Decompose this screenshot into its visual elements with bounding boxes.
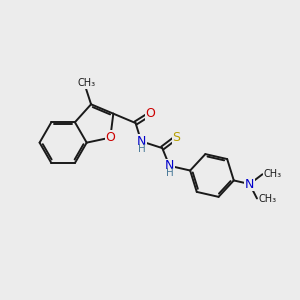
- Text: CH₃: CH₃: [258, 194, 276, 204]
- Text: H: H: [138, 144, 146, 154]
- Text: CH₃: CH₃: [77, 78, 95, 88]
- Text: N: N: [165, 159, 174, 172]
- Text: N: N: [136, 135, 146, 148]
- Text: O: O: [105, 131, 115, 144]
- Text: O: O: [146, 107, 155, 120]
- Text: H: H: [166, 169, 174, 178]
- Text: S: S: [172, 131, 180, 144]
- Text: N: N: [245, 178, 254, 190]
- Text: CH₃: CH₃: [264, 169, 282, 179]
